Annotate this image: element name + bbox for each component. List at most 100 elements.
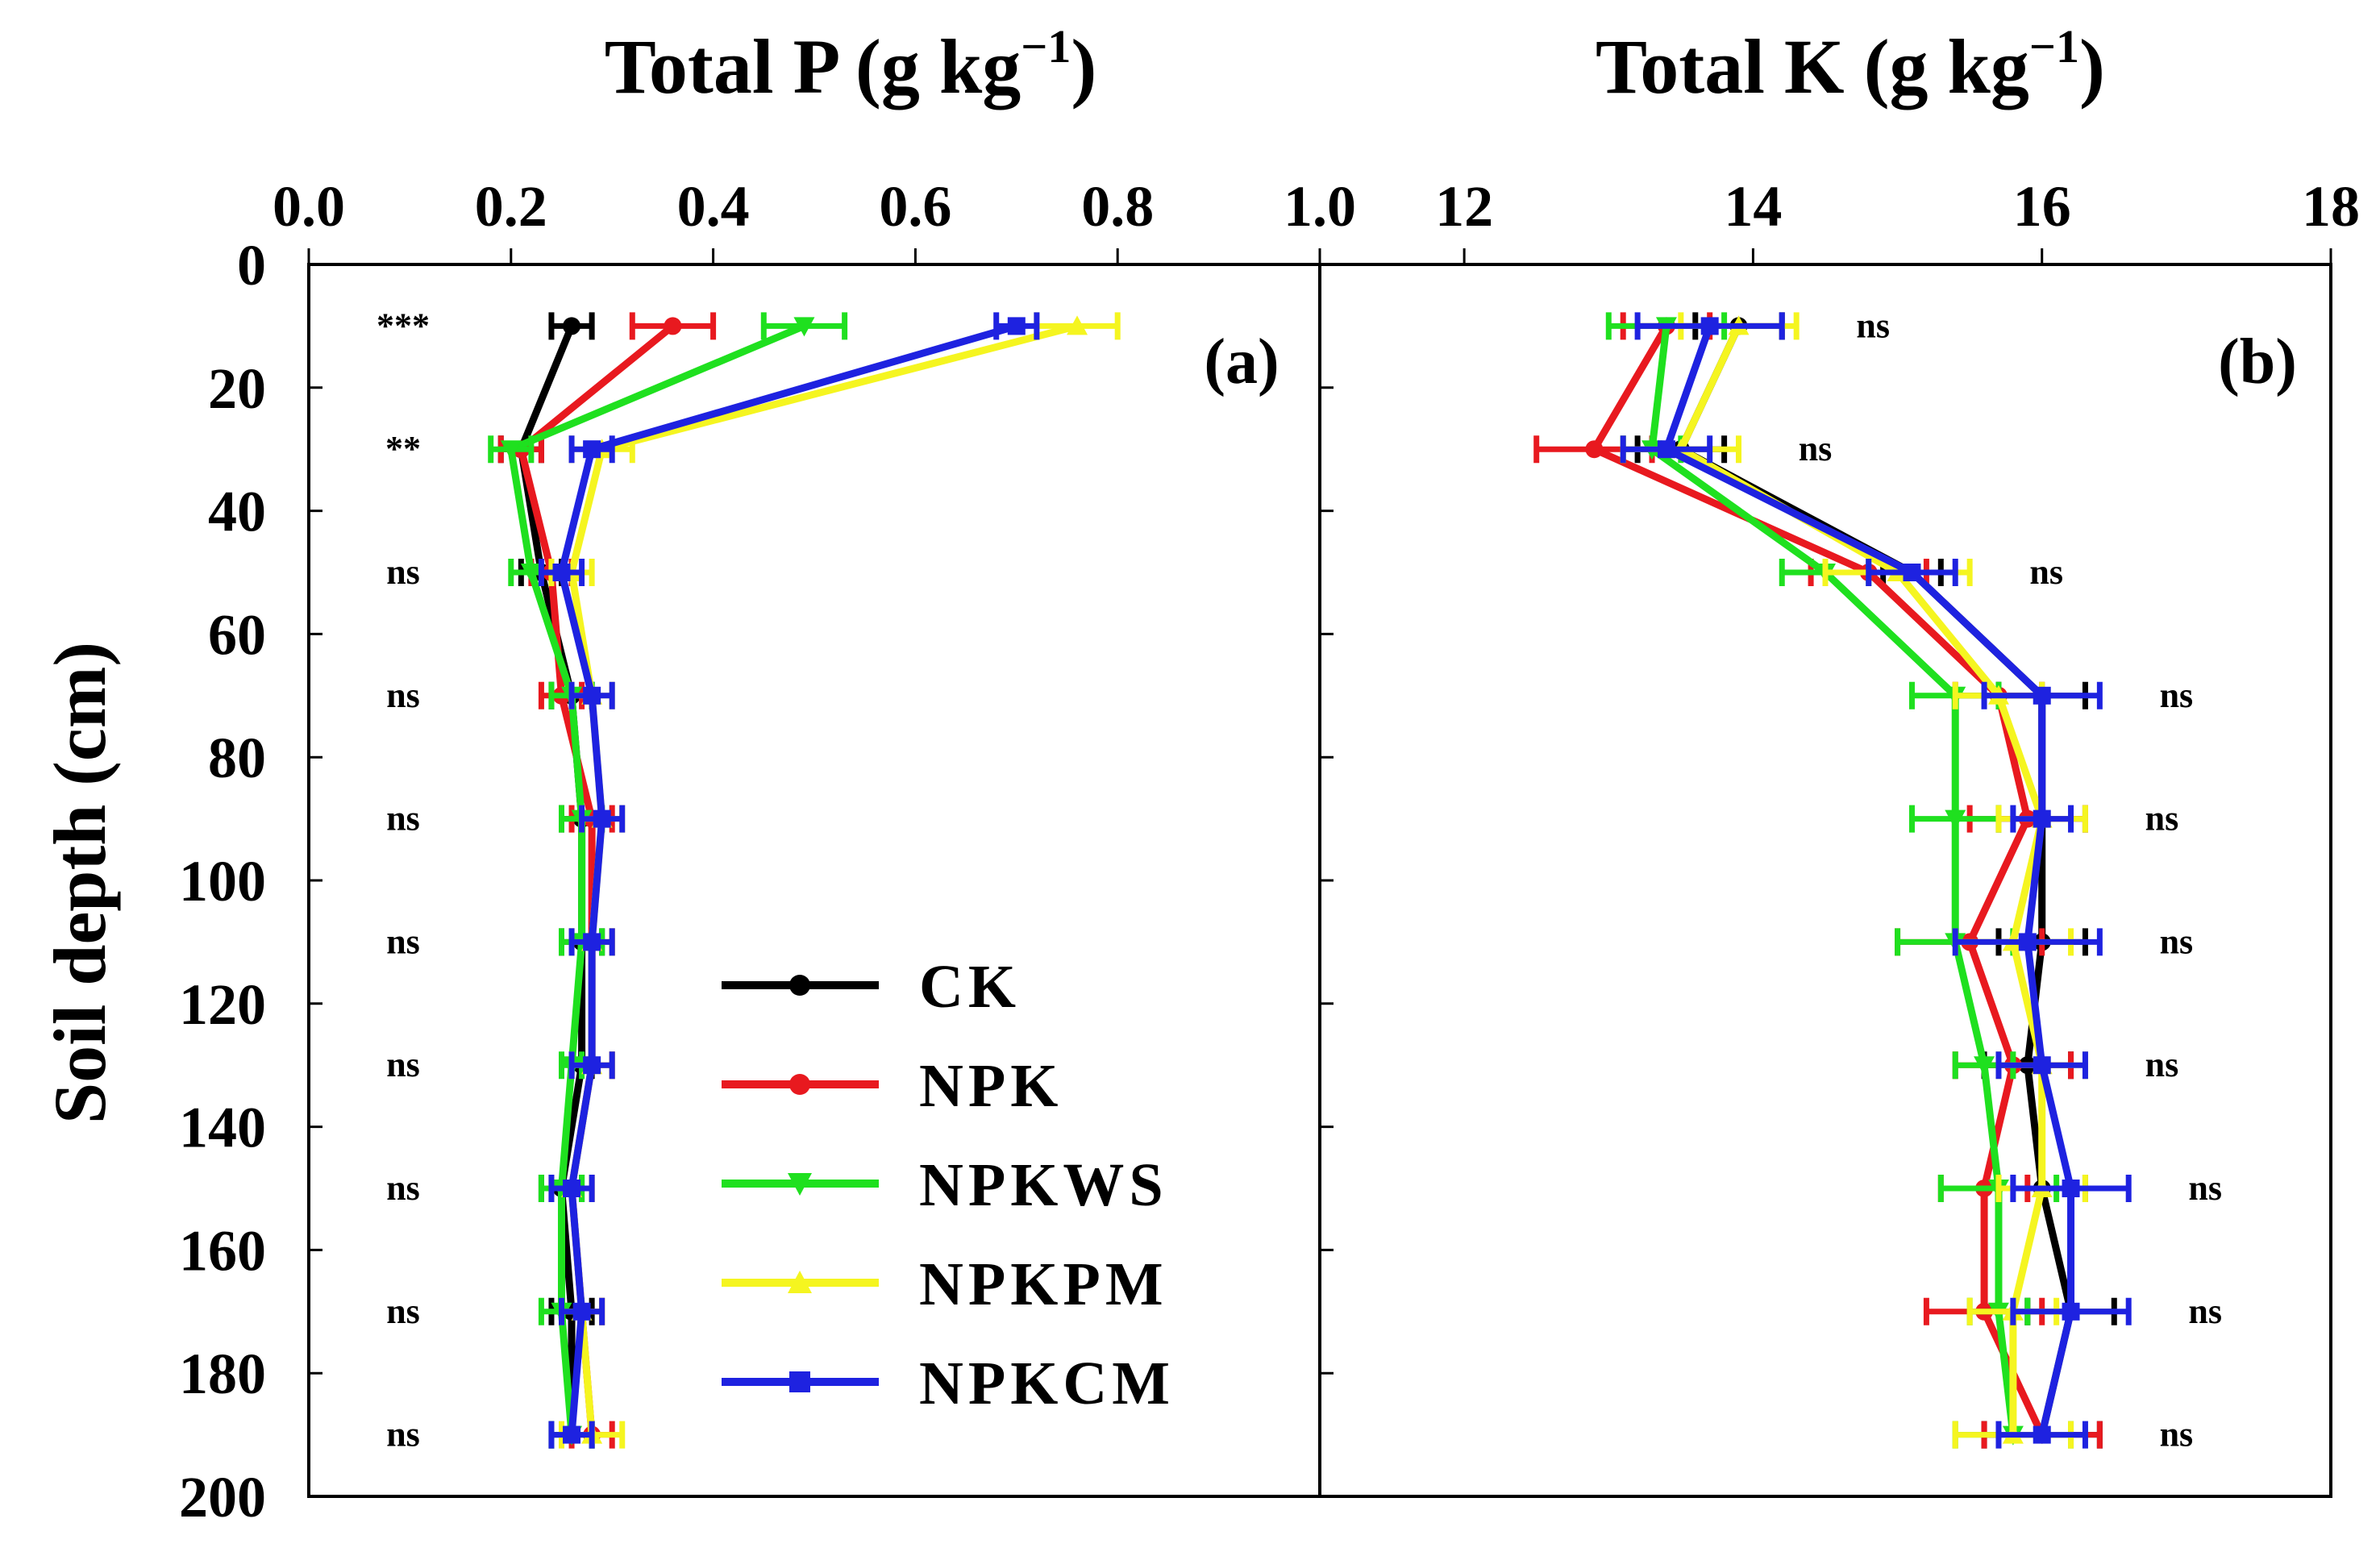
marker-square [2062, 1180, 2080, 1197]
significance-label: ns [386, 922, 420, 961]
marker-circle [1585, 440, 1604, 459]
marker-triangle-down [788, 1173, 812, 1196]
series-npk [1533, 312, 2103, 1449]
series-npkws [488, 312, 848, 1449]
y-tick-label: 20 [208, 356, 266, 421]
y-tick-label: 60 [208, 602, 266, 667]
marker-triangle-down [500, 440, 522, 460]
marker-square [1903, 564, 1921, 581]
legend-label: NPK [919, 1052, 1063, 1120]
marker-triangle-down [1974, 1056, 1995, 1076]
marker-square [2033, 1425, 2051, 1444]
marker-circle [563, 317, 581, 335]
panel-a-title: Total P (g kg−1) [605, 20, 1097, 110]
axes-layer: 0 20 40 60 80 100 120 140 160 180 200 0.0 0.2 0.4 0.6 0… [179, 174, 2360, 1529]
series-npkcm [1620, 312, 2132, 1449]
significance-label: ns [2188, 1292, 2222, 1331]
marker-square [552, 564, 571, 581]
series-npkcm [538, 312, 1040, 1449]
y-tick-label: 120 [179, 972, 266, 1037]
series-line-ck [1677, 324, 2075, 1436]
y-tick-label: 80 [208, 726, 266, 790]
significance-label: ns [2188, 1168, 2222, 1208]
legend-item-npkws: NPKWS [722, 1151, 1168, 1219]
x-tick-label: 0.8 [1081, 174, 1154, 239]
marker-square [583, 686, 601, 705]
x-tick-label: 16 [2013, 174, 2071, 239]
x-tick-label: 1.0 [1284, 174, 1356, 239]
marker-circle [789, 1074, 810, 1095]
series-line-npkws [507, 322, 806, 1435]
y-tick-label: 160 [179, 1218, 266, 1283]
marker-square [1700, 317, 1719, 335]
y-tick-label: 180 [179, 1342, 266, 1406]
legend-item-npkpm: NPKPM [722, 1250, 1168, 1318]
significance-label: ns [386, 552, 420, 592]
data-layer: *****nsnsnsnsnsnsnsnsnsnsnsnsnsnsnsnsnsn… [377, 306, 2222, 1454]
y-tick-label: 140 [179, 1096, 266, 1160]
x-tick-label: 0.6 [879, 174, 951, 239]
marker-triangle-down [1945, 809, 1966, 830]
legend-item-npk: NPK [722, 1052, 1063, 1120]
series-ck [1634, 312, 2117, 1449]
marker-square [2062, 1302, 2080, 1321]
y-tick-label: 0 [237, 233, 266, 298]
marker-square [1657, 440, 1675, 459]
marker-square [563, 1180, 581, 1197]
marker-circle [789, 975, 810, 996]
significance-label: ** [385, 429, 421, 468]
legend-label: NPKCM [919, 1350, 1175, 1417]
legend: CK NPK NPKWS NPKPM NPKCM [722, 953, 1175, 1417]
panel-a-label: (a) [1204, 327, 1279, 397]
significance-label: ns [386, 1168, 420, 1208]
series-npkpm [1620, 312, 2088, 1449]
significance-label: ns [2160, 1415, 2194, 1454]
y-axis-label: Soil depth (cm) [39, 642, 121, 1124]
legend-item-npkcm: NPKCM [722, 1350, 1175, 1417]
marker-square [583, 1056, 601, 1075]
marker-square [2033, 809, 2051, 828]
series-npk [497, 312, 717, 1449]
marker-triangle-up [1067, 315, 1088, 335]
series-line-npkws [1648, 325, 2017, 1436]
marker-triangle-up [788, 1271, 812, 1293]
marker-square [593, 809, 611, 828]
marker-triangle-down [793, 317, 815, 337]
marker-square [2033, 686, 2051, 705]
marker-triangle-down [520, 564, 542, 583]
significance-label: ns [386, 799, 420, 838]
y-tick-label: 40 [208, 480, 266, 544]
panel-b-title: Total K (g kg−1) [1596, 20, 2105, 110]
x-tick-label: 14 [1724, 174, 1782, 239]
x-tick-label: 12 [1435, 174, 1493, 239]
marker-square [563, 1425, 581, 1444]
legend-label: NPKWS [919, 1151, 1168, 1219]
significance-label: ns [386, 1415, 420, 1454]
significance-label: *** [377, 306, 430, 345]
marker-square [789, 1371, 810, 1392]
y-tick-label: 200 [179, 1465, 266, 1529]
significance-label: ns [386, 1045, 420, 1084]
x-tick-label: 0.2 [475, 174, 547, 239]
x-tick-label: 0.4 [677, 174, 750, 239]
series-line-npkcm [1662, 324, 2075, 1436]
significance-label: ns [386, 676, 420, 715]
marker-square [1007, 317, 1026, 335]
legend-item-ck: CK [722, 953, 1021, 1021]
x-tick-label: 18 [2302, 174, 2360, 239]
panel-b-label: (b) [2218, 327, 2297, 397]
legend-label: NPKPM [919, 1250, 1168, 1318]
panel-a-frame [307, 263, 1321, 1498]
significance-label: ns [2145, 799, 2179, 838]
significance-label: ns [1856, 306, 1890, 345]
significance-label: ns [2029, 552, 2063, 592]
legend-label: CK [919, 953, 1021, 1021]
significance-label: ns [2160, 676, 2194, 715]
marker-square [2018, 933, 2037, 951]
series-line-npkcm [558, 322, 1018, 1435]
marker-square [583, 933, 601, 951]
marker-circle [664, 317, 682, 335]
significance-label: ns [386, 1292, 420, 1331]
x-tick-label: 0.0 [273, 174, 345, 239]
